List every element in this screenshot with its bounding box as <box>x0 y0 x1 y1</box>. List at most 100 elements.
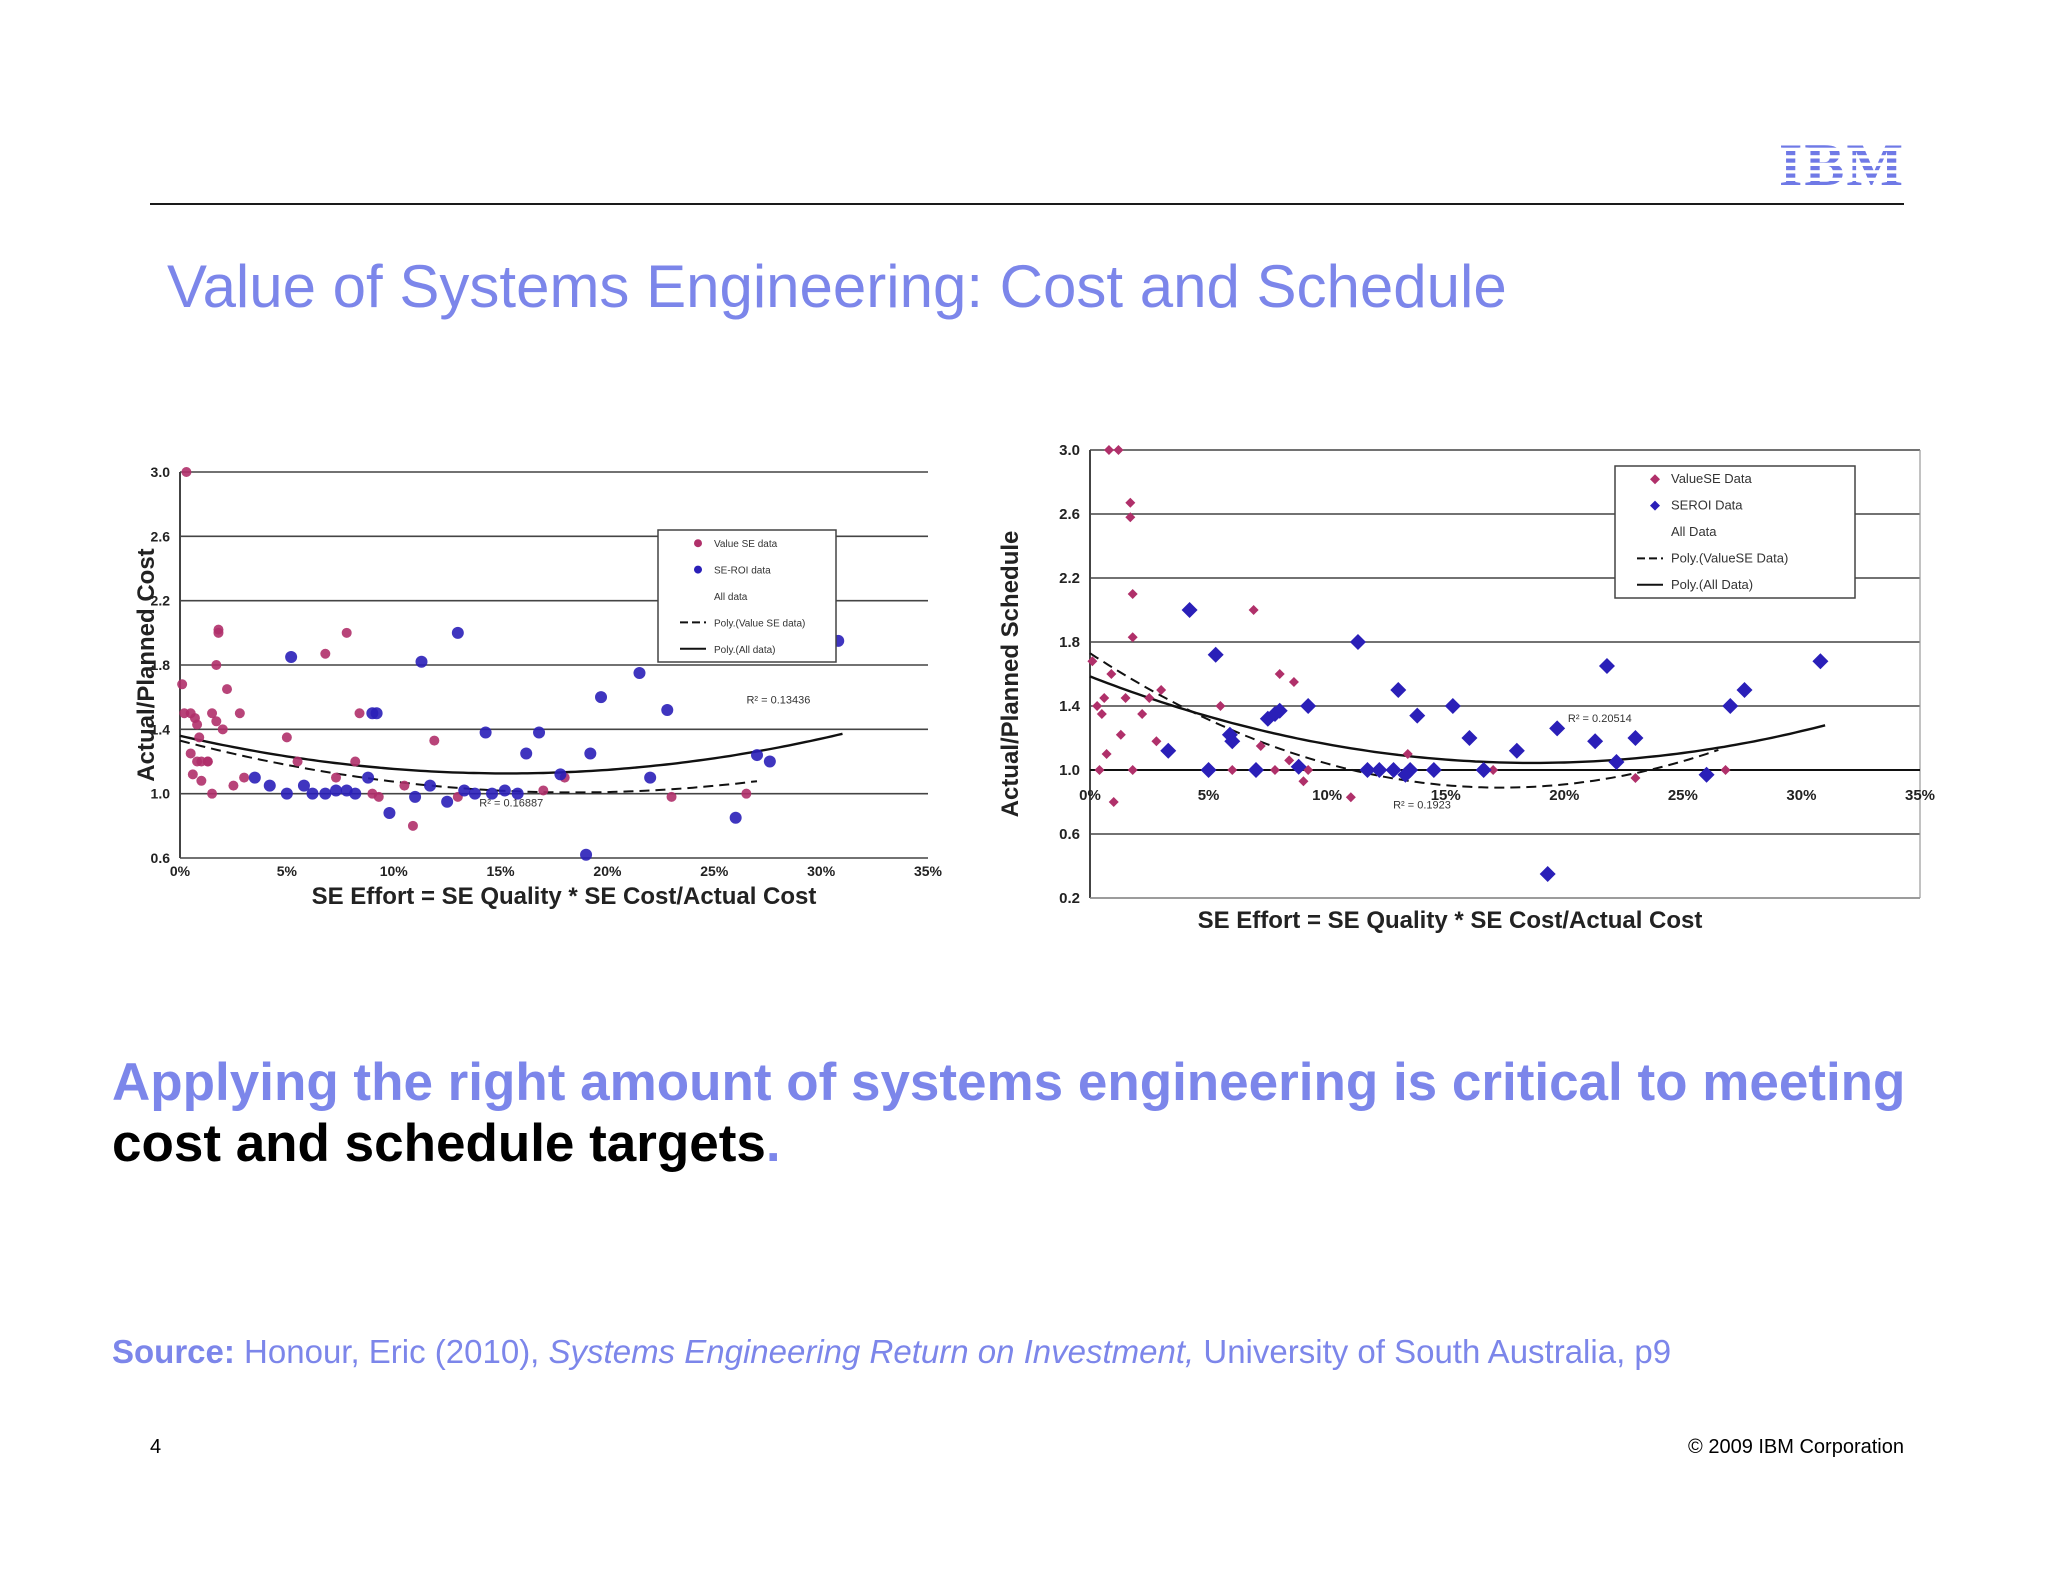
data-point <box>458 784 471 797</box>
data-point <box>362 771 375 784</box>
data-point <box>729 811 742 824</box>
data-point <box>1106 669 1117 679</box>
data-point <box>580 848 593 861</box>
data-point <box>1290 758 1307 775</box>
data-point <box>1113 445 1124 455</box>
x-tick-label: 10% <box>380 863 409 879</box>
data-point <box>1200 762 1217 778</box>
data-point <box>498 784 511 797</box>
data-point <box>1271 702 1288 719</box>
data-point <box>222 684 233 695</box>
data-point <box>285 650 298 663</box>
data-point <box>1444 698 1461 714</box>
data-point <box>1303 765 1314 775</box>
data-point <box>468 787 481 800</box>
data-point <box>1397 766 1414 783</box>
data-point <box>177 679 188 690</box>
data-point <box>1101 749 1112 759</box>
legend-marker <box>694 539 702 548</box>
y-tick-label: 1.8 <box>1059 634 1080 651</box>
legend-marker <box>1650 500 1660 511</box>
data-point <box>1248 605 1259 615</box>
x-tick-label: 0% <box>1079 787 1101 804</box>
schedule-chart: 0.2 0.6 1.0 1.4 1.8 2.2 2.6 3.0 0% 5% 10% 15% 20% 25%… <box>997 442 1935 934</box>
y-tick-label: 1.0 <box>151 786 171 802</box>
data-point <box>1127 765 1138 775</box>
y-tick-label: 3.0 <box>151 464 171 480</box>
data-point <box>1255 741 1266 751</box>
x-tick-label: 10% <box>1312 787 1342 804</box>
data-point <box>280 787 293 800</box>
x-tick-label: 20% <box>593 863 622 879</box>
data-point <box>1096 709 1107 719</box>
data-point <box>1736 682 1753 698</box>
data-point <box>1385 762 1402 778</box>
data-point <box>281 732 292 743</box>
ibm-logo: IBM <box>1780 136 1904 188</box>
x-tick-label: 20% <box>1549 787 1579 804</box>
data-point <box>1087 656 1098 667</box>
data-point <box>1207 646 1224 663</box>
data-point <box>1156 685 1167 695</box>
data-point <box>207 708 218 719</box>
data-point <box>1549 720 1566 737</box>
data-point <box>1300 698 1317 714</box>
data-point <box>666 791 677 802</box>
y-tick-label: 0.2 <box>1059 890 1080 907</box>
data-point <box>1298 776 1309 787</box>
data-point <box>1475 762 1492 778</box>
legend-label: SEROI Data <box>1671 498 1743 513</box>
data-point <box>306 787 319 800</box>
source-work: Systems Engineering Return on Investment… <box>548 1333 1195 1370</box>
legend-label: All data <box>714 592 748 603</box>
data-point <box>239 772 250 783</box>
data-point <box>479 726 492 739</box>
data-point <box>370 707 383 720</box>
data-point <box>1630 773 1641 783</box>
x-axis-title: SE Effort = SE Quality * SE Cost/Actual … <box>1198 907 1703 934</box>
data-point <box>1099 693 1110 703</box>
data-point <box>415 655 428 668</box>
x-tick-label: 5% <box>277 863 298 879</box>
data-point <box>1371 762 1388 778</box>
data-point <box>1608 754 1625 770</box>
trendline <box>179 732 843 775</box>
data-point <box>429 735 440 746</box>
y-tick-label: 3.0 <box>1059 442 1080 459</box>
legend-box <box>657 529 837 663</box>
x-tick-label: 35% <box>914 863 943 879</box>
data-point <box>1539 866 1556 882</box>
headline-part2: cost and schedule targets <box>112 1114 766 1173</box>
legend-label: Value SE data <box>714 539 778 550</box>
data-point <box>1359 762 1376 778</box>
data-point <box>1269 765 1280 775</box>
header-rule <box>150 203 1904 205</box>
data-point <box>554 768 567 781</box>
data-point <box>1598 658 1615 674</box>
data-point <box>263 779 276 792</box>
data-point <box>341 627 352 638</box>
x-tick-label: 15% <box>1431 787 1461 804</box>
data-point <box>1508 742 1525 759</box>
data-point <box>633 667 646 680</box>
data-point <box>207 788 218 799</box>
data-point <box>1425 762 1442 778</box>
data-point <box>383 806 396 819</box>
r-squared-label: R² = 0.20514 <box>1568 713 1632 725</box>
data-point <box>1284 755 1295 766</box>
legend-label: Poly.(ValueSE Data) <box>1671 550 1788 565</box>
data-point <box>763 755 776 768</box>
data-point <box>1345 792 1356 803</box>
svg-text:IBM: IBM <box>1780 136 1904 188</box>
legend-label: ValueSE Data <box>1671 471 1752 486</box>
x-tick-label: 15% <box>487 863 516 879</box>
data-point <box>1125 512 1136 523</box>
data-point <box>1720 765 1731 775</box>
data-point <box>1151 736 1162 747</box>
x-tick-label: 25% <box>700 863 729 879</box>
legend-marker <box>1650 474 1660 485</box>
data-point <box>187 769 198 780</box>
data-point <box>319 787 332 800</box>
data-point <box>1120 693 1131 703</box>
data-point <box>424 779 437 792</box>
